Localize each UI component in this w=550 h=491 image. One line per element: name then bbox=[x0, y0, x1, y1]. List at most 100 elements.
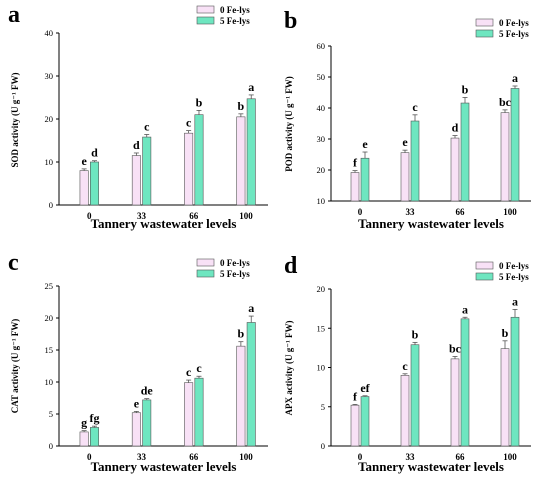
panel-c-bar bbox=[131, 412, 141, 447]
panel-d-x-tick-label: 100 bbox=[503, 452, 517, 462]
panel-b-legend-label: 5 Fe-lys bbox=[499, 29, 529, 39]
panel-a-significance-label: e bbox=[81, 154, 87, 168]
panel-b-y-axis-title: POD activity (U g⁻¹ FW) bbox=[284, 76, 294, 171]
panel-d-y-tick-label: 0 bbox=[321, 441, 325, 451]
panel-a-significance-label: c bbox=[144, 119, 150, 133]
panel-b-y-tick-label: 50 bbox=[317, 72, 326, 82]
panel-b-y-tick-label: 30 bbox=[317, 134, 326, 144]
panel-c-legend-label: 5 Fe-lys bbox=[220, 269, 250, 279]
panel-d-y-tick-label: 5 bbox=[321, 402, 325, 412]
panel-a-letter: a bbox=[8, 2, 20, 28]
panel-a-bar bbox=[184, 132, 194, 206]
panel-b-y-tick-label: 10 bbox=[317, 196, 326, 206]
panel-c-significance-label: fg bbox=[89, 411, 99, 425]
panel-b-y-tick-label: 20 bbox=[317, 165, 326, 175]
panel-d-bar bbox=[460, 318, 470, 447]
panel-a-legend-swatch bbox=[196, 16, 215, 25]
panel-d-significance-label: bc bbox=[449, 342, 462, 356]
panel-d-significance-label: b bbox=[502, 326, 509, 340]
panel-a-bar bbox=[194, 114, 204, 206]
panel-c-y-tick-label: 20 bbox=[45, 313, 54, 323]
panel-c-significance-label: g bbox=[81, 416, 87, 430]
panel-b-bar bbox=[400, 152, 410, 202]
panel-b-x-tick-label: 33 bbox=[406, 207, 416, 217]
panel-a-significance-label: d bbox=[133, 138, 140, 152]
panel-d-bar bbox=[410, 344, 420, 447]
panel-c-significance-label: c bbox=[196, 361, 202, 375]
panel-d-bar bbox=[450, 358, 460, 447]
panel-d-x-tick-label: 33 bbox=[406, 452, 416, 462]
panel-c-y-tick-label: 5 bbox=[49, 409, 53, 419]
panel-d-significance-label: f bbox=[353, 389, 358, 403]
panel-d-y-tick-label: 20 bbox=[317, 284, 326, 294]
panel-a-bar bbox=[79, 170, 89, 206]
panel-c-significance-label: c bbox=[186, 365, 192, 379]
panel-a-significance-label: b bbox=[196, 95, 203, 109]
panel-c-bar bbox=[79, 431, 89, 447]
panel-b-significance-label: c bbox=[412, 100, 418, 114]
panel-b-letter: b bbox=[284, 8, 297, 34]
panel-d-significance-label: a bbox=[462, 302, 468, 316]
panel-c-bar bbox=[90, 427, 99, 447]
panel-b-x-tick-label: 0 bbox=[358, 207, 363, 217]
panel-b-x-tick-label: 66 bbox=[456, 207, 466, 217]
panel-d-bar bbox=[360, 396, 370, 447]
panel-b-legend-swatch bbox=[475, 29, 494, 38]
panel-b-bar bbox=[450, 137, 460, 202]
panel-d-bar bbox=[510, 316, 520, 447]
panel-a-y-tick-label: 10 bbox=[45, 157, 54, 167]
panel-d-bar bbox=[350, 404, 360, 447]
panel-a-bar bbox=[246, 98, 256, 206]
panel-c-bar bbox=[142, 399, 152, 447]
panel-a-y-tick-label: 20 bbox=[45, 114, 54, 124]
panel-a-x-tick-label: 66 bbox=[189, 211, 199, 221]
panel-a-significance-label: a bbox=[248, 80, 254, 94]
panel-d-x-axis-title: Tannery wastewater levels bbox=[358, 459, 504, 474]
panel-c-legend-label: 0 Fe-lys bbox=[220, 258, 250, 268]
panel-c-y-tick-label: 25 bbox=[45, 281, 54, 291]
panel-d-letter: d bbox=[284, 253, 298, 279]
panel-d-x-tick-label: 0 bbox=[358, 452, 363, 462]
panel-b-x-axis-title: Tannery wastewater levels bbox=[358, 216, 504, 231]
panel-d-y-tick-label: 15 bbox=[317, 323, 326, 333]
panel-b-significance-label: a bbox=[512, 71, 518, 85]
panel-c-y-tick-label: 0 bbox=[49, 441, 53, 451]
panel-c-y-tick-label: 15 bbox=[45, 345, 54, 355]
panel-c-x-axis-title: Tannery wastewater levels bbox=[91, 459, 237, 474]
panel-b-significance-label: b bbox=[462, 82, 469, 96]
panel-a-bar bbox=[90, 161, 99, 206]
panel-b-bar bbox=[350, 172, 360, 202]
panel-b-legend-label: 0 Fe-lys bbox=[499, 18, 529, 28]
panel-a-bar bbox=[142, 136, 152, 206]
panel-c-bar bbox=[184, 382, 194, 447]
panel-c-significance-label: e bbox=[134, 396, 140, 410]
panel-d-bar bbox=[500, 348, 510, 447]
panel-d-significance-label: ef bbox=[360, 381, 370, 395]
panel-b-y-tick-label: 60 bbox=[317, 41, 326, 51]
panel-b-legend-swatch bbox=[475, 18, 494, 27]
panel-d-x-tick-label: 66 bbox=[456, 452, 466, 462]
panel-c-bar bbox=[236, 345, 246, 447]
panel-b-bar bbox=[460, 102, 470, 202]
panel-c-x-tick-label: 100 bbox=[239, 452, 253, 462]
panel-c-y-tick-label: 10 bbox=[45, 377, 54, 387]
panel-a-y-tick-label: 0 bbox=[49, 200, 53, 210]
panel-d-legend-swatch bbox=[475, 261, 494, 270]
panel-a-bar bbox=[236, 116, 246, 206]
panel-c-significance-label: a bbox=[248, 301, 254, 315]
panel-d-significance-label: c bbox=[402, 359, 408, 373]
panel-d-bar bbox=[400, 375, 410, 447]
panel-a-x-tick-label: 0 bbox=[87, 211, 92, 221]
panel-b-bar bbox=[360, 157, 370, 202]
panel-a-x-axis-title: Tannery wastewater levels bbox=[91, 216, 237, 231]
panel-c-bar bbox=[194, 377, 204, 447]
panel-d-y-axis-title: APX activity (U g⁻¹ FW) bbox=[284, 321, 294, 416]
panel-b-significance-label: bc bbox=[499, 95, 512, 109]
panel-a-legend-swatch bbox=[196, 5, 215, 14]
panel-c-x-tick-label: 33 bbox=[137, 452, 147, 462]
panel-c-letter: c bbox=[8, 250, 19, 276]
panel-b-bar bbox=[500, 112, 510, 202]
panel-c-y-axis-title: CAT activity (U g⁻¹ FW) bbox=[10, 319, 20, 414]
